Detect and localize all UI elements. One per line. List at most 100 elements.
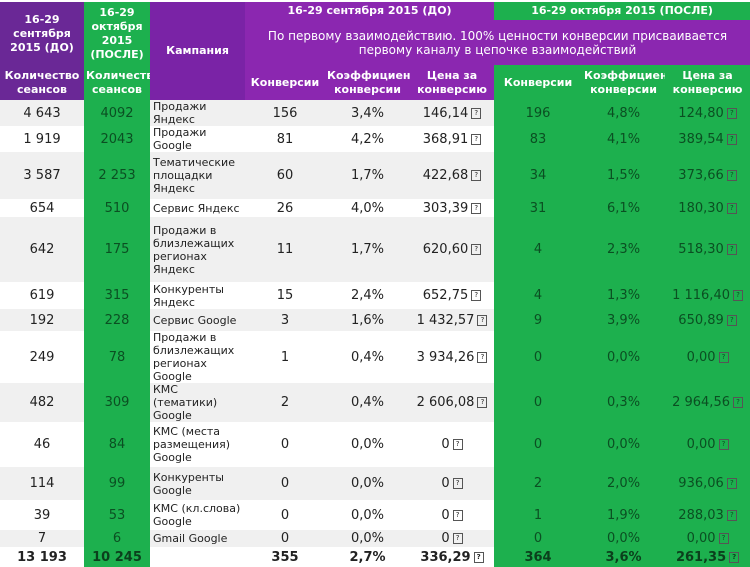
currency-icon: ? <box>471 170 482 181</box>
cell: 0,0% <box>582 331 666 383</box>
cell: 368,91? <box>410 126 494 152</box>
currency-icon: ? <box>471 202 482 214</box>
cell-value: 83 <box>529 131 547 147</box>
cell-value: 422,68 <box>422 168 469 183</box>
cell: 2,7% <box>325 547 410 567</box>
cell: 4,0% <box>325 199 410 217</box>
cell-value: Gmail Google <box>153 532 228 545</box>
cell-value: 15 <box>276 288 294 303</box>
cell: 642 <box>0 217 84 282</box>
cell-value: 2,0% <box>607 476 641 491</box>
cell-value: 309 <box>104 395 130 410</box>
currency-icon: ? <box>718 439 729 450</box>
cell-value: Тематические площадки Яндекс <box>153 156 235 195</box>
currency-icon: ? <box>718 351 729 363</box>
cell: 0,0% <box>582 530 666 547</box>
currency-icon: ? <box>726 478 737 489</box>
currency-icon: ? <box>471 107 482 119</box>
cell-value: 192 <box>29 312 55 328</box>
cell-value: 2 964,56 <box>672 395 730 410</box>
cell-value: Конкуренты Яндекс <box>153 282 224 309</box>
cell-value: Продажи в близлежащих регионах Google <box>153 331 235 383</box>
cell: 1,9% <box>582 500 666 530</box>
cell-value: 2,7% <box>349 549 386 565</box>
cell-value: 114 <box>29 476 55 491</box>
currency-icon: ? <box>471 244 482 255</box>
cell: 3 <box>245 309 325 331</box>
currency-icon: ? <box>473 551 484 563</box>
cell-value: 0,0% <box>350 531 385 546</box>
cell-value: 4 <box>533 242 543 257</box>
cell: 2,4% <box>325 282 410 309</box>
cell: 156 <box>245 100 325 126</box>
cell: 4,2% <box>325 126 410 152</box>
cell: 1 116,40? <box>665 282 750 309</box>
cell: 620,60? <box>410 217 495 282</box>
cell: 373,66? <box>665 152 750 199</box>
cell: 0 <box>494 422 583 467</box>
table-row: 482 309 КМС (тематики) Google 2 0,4% 2 606,08… <box>0 383 750 422</box>
cell: 1 <box>245 331 325 383</box>
cell-value: 0 <box>441 437 450 452</box>
cell: 0 <box>245 422 325 467</box>
cell: 0 <box>245 530 325 547</box>
cell: 315 <box>84 282 150 309</box>
currency-icon: ? <box>726 202 737 214</box>
cell-value: 619 <box>29 288 55 303</box>
cell-value: 1 <box>533 507 543 523</box>
cell-value: 31 <box>529 200 547 216</box>
cell: 2 <box>245 383 325 422</box>
cell-value: 0,0% <box>607 349 641 365</box>
cell-value: 11 <box>276 242 294 257</box>
cell-value: 0,0% <box>607 437 641 452</box>
cell: 0,00? <box>665 331 750 383</box>
cell: 288,03? <box>665 500 750 530</box>
cell: 11 <box>245 217 325 282</box>
cell-value: Сервис Google <box>153 313 237 327</box>
cell-value: 0 <box>441 507 450 523</box>
cell: 482 <box>0 383 84 422</box>
cell: 309 <box>84 383 150 422</box>
cell-value: 4,0% <box>350 200 385 216</box>
cell-value: 1,9% <box>607 507 641 523</box>
table-row: 7 6 Gmail Google 0 0,0% 0? 0 0,0% 0,00? <box>0 530 750 547</box>
table-row: 249 78 Продажи в близлежащих регионах Goog… <box>0 331 750 383</box>
cell-value: 0,3% <box>607 395 641 410</box>
cell-value: 3 <box>280 312 290 328</box>
cell-value: 0,0% <box>350 437 385 452</box>
table-row: 654 510 Сервис Яндекс 26 4,0% 303,39? 31 6,1% 18… <box>0 199 750 217</box>
cell-value: КМС (тематики) Google <box>153 383 218 422</box>
cell-value: 368,91 <box>422 131 469 147</box>
table-row: 114 99 Конкуренты Google 0 0,0% 0? 2 2,0% 936,06… <box>0 467 750 500</box>
cell: КМС (кл.слова) Google <box>150 500 245 530</box>
cell: 1 432,57? <box>410 309 495 331</box>
cell: 1,5% <box>582 152 666 199</box>
cell-value: 389,54 <box>678 131 724 147</box>
cell: 654 <box>0 199 84 217</box>
currency-icon: ? <box>452 478 463 489</box>
cell: 4 <box>494 217 583 282</box>
cell: 1,3% <box>582 282 666 309</box>
currency-icon: ? <box>477 351 488 363</box>
cell: 3,4% <box>325 100 410 126</box>
currency-icon: ? <box>471 290 482 301</box>
cell-value: 196 <box>525 105 551 121</box>
cell-value: 3,4% <box>350 105 385 121</box>
cell: 1,6% <box>325 309 410 331</box>
cell-value: 3,6% <box>605 549 642 565</box>
conv-after-header: Конверсии <box>494 65 583 100</box>
cell: 192 <box>0 309 84 331</box>
cell-value: 620,60 <box>422 242 469 257</box>
cell-value: Конкуренты Google <box>153 470 224 497</box>
cell-value: 650,89 <box>678 312 724 328</box>
cell-value: 0 <box>533 531 543 546</box>
cell: Сервис Яндекс <box>150 199 245 217</box>
cell: 6,1% <box>582 199 666 217</box>
cell-value: 60 <box>276 168 294 183</box>
cell-value: 146,14 <box>422 105 469 121</box>
cell: Продажи в близлежащих регионах Google <box>150 331 245 383</box>
cell-value: 2 <box>533 476 543 491</box>
currency-icon: ? <box>726 133 737 145</box>
before-top-header: 16-29 сентября 2015 (ДО) <box>245 2 495 20</box>
cell-value: 99 <box>108 476 126 491</box>
